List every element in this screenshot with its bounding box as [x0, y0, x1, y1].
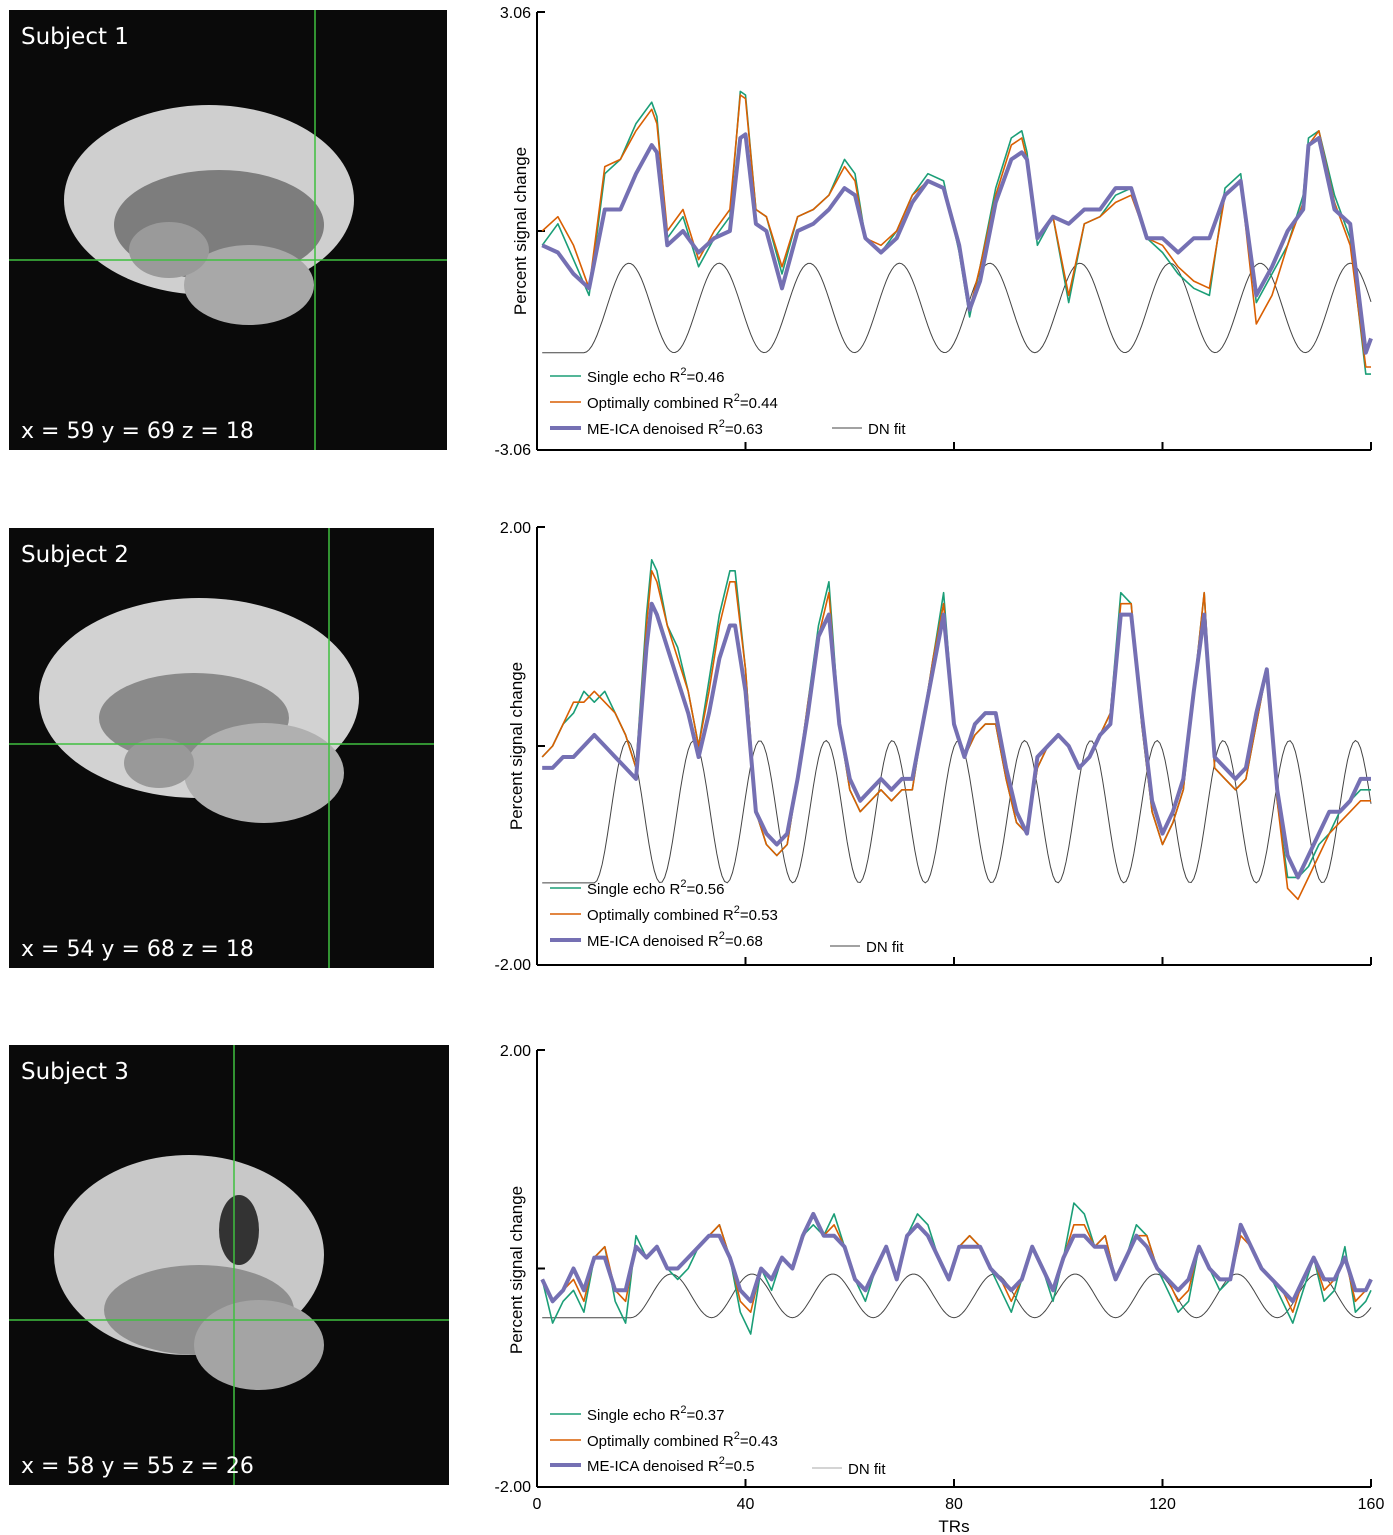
- chart-3: 2.00 -2.00 Percent signal change TRs Sin…: [495, 1043, 1385, 1535]
- y-tick-top: 2.00: [500, 1043, 531, 1060]
- series-line-single: [541, 558, 1371, 879]
- legend-label-single: Single echo R2=0.37: [587, 1404, 725, 1424]
- series-line-me: [541, 132, 1373, 355]
- y-tick-bottom: -2.00: [495, 957, 532, 974]
- legend-label-single: Single echo R2=0.46: [587, 366, 725, 386]
- x-tick-label: 160: [1358, 1496, 1385, 1513]
- legend-label-me: ME-ICA denoised R2=0.68: [587, 930, 763, 950]
- legend-label-opt: Optimally combined R2=0.43: [587, 1430, 778, 1450]
- series-line-dn-fit: [542, 739, 1372, 884]
- y-tick-top: 3.06: [500, 5, 531, 22]
- legend-label-dn: DN fit: [868, 421, 906, 438]
- subject-label: Subject 2: [21, 542, 129, 568]
- x-tick-label: 120: [1149, 1496, 1176, 1513]
- subject-label: Subject 1: [21, 24, 129, 50]
- y-axis-label: Percent signal change: [511, 147, 530, 315]
- chart-1: 3.06 -3.06 Percent signal change Single …: [495, 5, 1373, 459]
- y-axis-label: Percent signal change: [507, 1186, 526, 1354]
- legend: Single echo R2=0.56 Optimally combined R…: [550, 878, 904, 956]
- series-line-dn-fit: [542, 1273, 1372, 1319]
- coords-label: x = 58 y = 55 z = 26: [21, 1454, 254, 1479]
- mri-panel-1: Subject 1 x = 59 y = 69 z = 18: [9, 10, 447, 450]
- y-tick-bottom: -2.00: [495, 1479, 532, 1496]
- brain-slice-image-2: [9, 528, 434, 968]
- coords-label: x = 54 y = 68 z = 18: [21, 937, 254, 962]
- legend-label-dn: DN fit: [866, 939, 904, 956]
- legend: Single echo R2=0.46 Optimally combined R…: [550, 366, 906, 438]
- legend-label-me: ME-ICA denoised R2=0.63: [587, 418, 763, 438]
- mri-panel-2: Subject 2 x = 54 y = 68 z = 18: [9, 528, 434, 968]
- chart-2: 2.00 -2.00 Percent signal change Single …: [495, 520, 1372, 974]
- x-tick-label: 0: [533, 1496, 542, 1513]
- series-line-dn-fit: [542, 262, 1372, 354]
- legend-label-single: Single echo R2=0.56: [587, 878, 725, 898]
- legend-label-dn: DN fit: [848, 1461, 886, 1478]
- series-line-me: [542, 601, 1371, 880]
- legend-label-opt: Optimally combined R2=0.44: [587, 392, 778, 412]
- legend-label-me: ME-ICA denoised R2=0.5: [587, 1455, 754, 1475]
- legend-label-opt: Optimally combined R2=0.53: [587, 904, 778, 924]
- y-tick-top: 2.00: [500, 520, 531, 537]
- legend: Single echo R2=0.37 Optimally combined R…: [550, 1404, 886, 1478]
- x-tick-label: 40: [737, 1496, 755, 1513]
- brain-slice-image-1: [9, 10, 447, 450]
- x-tick-label: 80: [945, 1496, 963, 1513]
- y-axis-label: Percent signal change: [507, 662, 526, 830]
- series-line-me: [540, 1211, 1373, 1304]
- mri-panel-3: Subject 3 x = 58 y = 55 z = 26: [9, 1045, 449, 1485]
- brain-slice-image-3: [9, 1045, 449, 1485]
- coords-label: x = 59 y = 69 z = 18: [21, 419, 254, 444]
- y-tick-bottom: -3.06: [495, 442, 532, 459]
- subject-label: Subject 3: [21, 1059, 129, 1085]
- x-axis-label: TRs: [938, 1517, 969, 1535]
